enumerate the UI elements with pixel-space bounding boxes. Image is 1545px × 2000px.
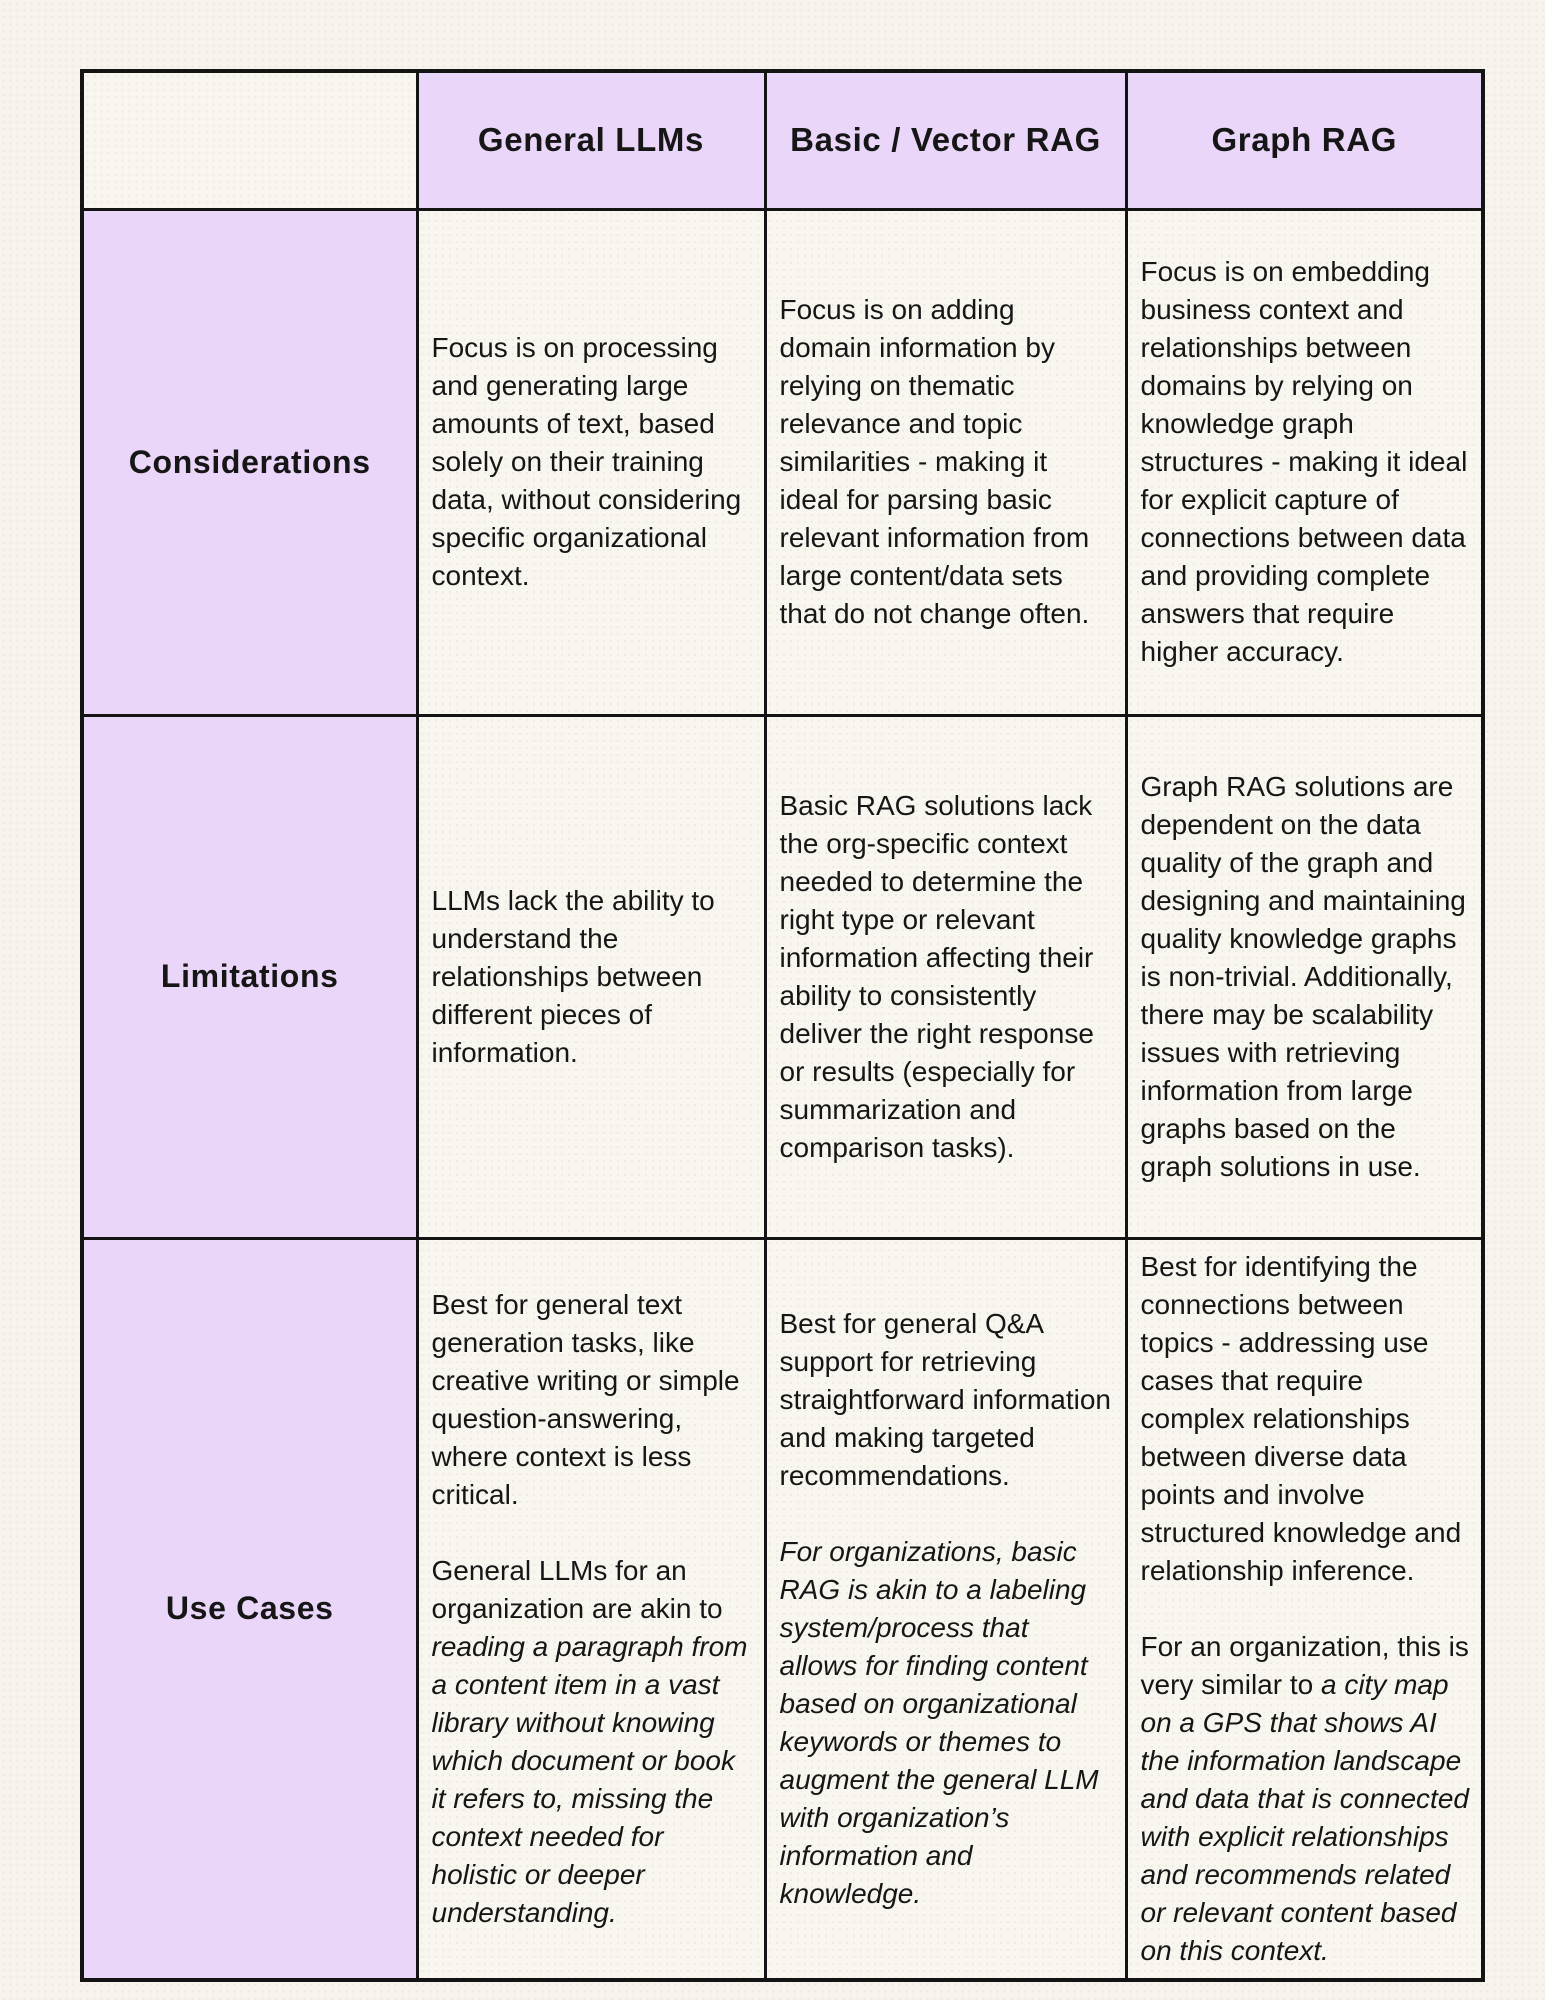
cell-use-cases-graph-rag: Best for identifying the connections bet… [1124, 1236, 1485, 1981]
row-limitations: Limitations LLMs lack the ability to und… [80, 713, 1485, 1240]
cell-limitations-general-llms: LLMs lack the ability to understand the … [415, 713, 767, 1240]
row-label-limitations: Limitations [80, 713, 419, 1240]
cell-limitations-basic-vector-rag: Basic RAG solutions lack the org-specifi… [763, 713, 1128, 1240]
row-considerations: Considerations Focus is on processing an… [80, 207, 1485, 717]
header-row: General LLMs Basic / Vector RAG Graph RA… [80, 69, 1485, 211]
row-label-considerations: Considerations [80, 207, 419, 717]
rag-comparison-table: General LLMs Basic / Vector RAG Graph RA… [80, 69, 1485, 1982]
header-cell-graph-rag: Graph RAG [1124, 69, 1485, 211]
cell-considerations-graph-rag: Focus is on embedding business context a… [1124, 207, 1485, 717]
cell-use-cases-basic-vector-rag: Best for general Q&A support for retriev… [763, 1236, 1128, 1981]
cell-considerations-basic-vector-rag: Focus is on adding domain information by… [763, 207, 1128, 717]
cell-considerations-general-llms: Focus is on processing and generating la… [415, 207, 767, 717]
header-cell-basic-vector-rag: Basic / Vector RAG [763, 69, 1128, 211]
cell-limitations-graph-rag: Graph RAG solutions are dependent on the… [1124, 713, 1485, 1240]
row-use-cases: Use Cases Best for general text generati… [80, 1236, 1485, 1981]
row-label-use-cases: Use Cases [80, 1236, 419, 1981]
cell-use-cases-general-llms: Best for general text generation tasks, … [415, 1236, 767, 1981]
corner-empty-cell [80, 69, 419, 211]
header-cell-general-llms: General LLMs [415, 69, 767, 211]
